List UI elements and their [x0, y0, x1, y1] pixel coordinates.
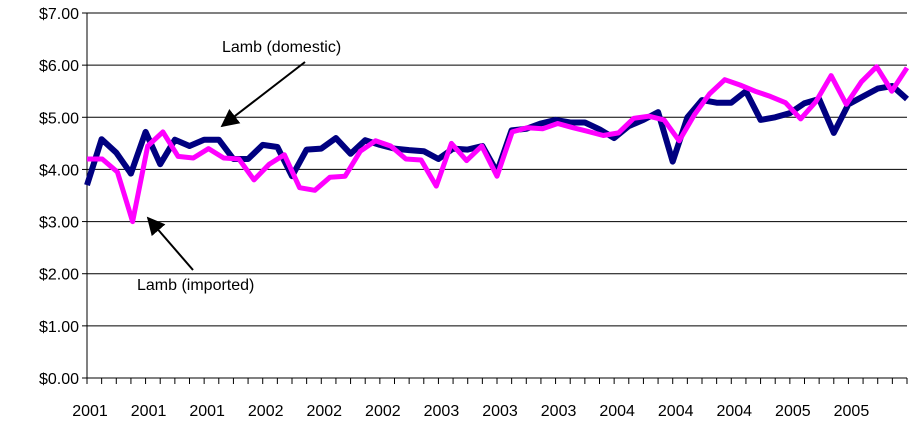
annotation-domestic-label: Lamb (domestic): [222, 39, 341, 56]
x-tick-label: 2003: [482, 403, 518, 420]
y-tick-label: $6.00: [39, 58, 79, 75]
y-tick-label: $3.00: [39, 215, 79, 232]
x-axis: 2001 2001 2001 2002 2002 2002 2003 2003 2003 2004…: [72, 377, 908, 420]
x-tick-label: 2005: [834, 403, 870, 420]
annotation-imported-arrow: [146, 216, 194, 271]
x-tick-label: 2002: [365, 403, 401, 420]
series-layer: [84, 64, 909, 225]
series-line-imported: [87, 64, 909, 225]
x-tick-label: 2001: [189, 403, 225, 420]
y-tick-label: $2.00: [39, 267, 79, 284]
y-tick-label: $1.00: [39, 319, 79, 336]
y-tick-label: $0.00: [39, 371, 79, 388]
x-tick-label: 2001: [131, 403, 167, 420]
x-tick-label: 2001: [72, 403, 108, 420]
x-tick-label: 2002: [248, 403, 284, 420]
x-tick-label: 2005: [775, 403, 811, 420]
x-tick-label: 2003: [424, 403, 460, 420]
annotation-domestic-arrow: [220, 61, 306, 128]
y-tick-label: $4.00: [39, 162, 79, 179]
x-tick-label: 2004: [599, 403, 635, 420]
annotations: Lamb (domestic) Lamb (imported): [137, 39, 341, 294]
x-tick-label: 2002: [306, 403, 342, 420]
x-tick-label: 2004: [658, 403, 694, 420]
x-tick-label: 2004: [716, 403, 752, 420]
annotation-imported-label: Lamb (imported): [137, 277, 254, 294]
y-tick-label: $5.00: [39, 110, 79, 127]
x-tick-label: 2003: [541, 403, 577, 420]
y-axis: $0.00 $1.00 $2.00 $3.00 $4.00 $5.00 $6.00 $7.00: [39, 6, 88, 388]
y-tick-label: $7.00: [39, 6, 79, 23]
